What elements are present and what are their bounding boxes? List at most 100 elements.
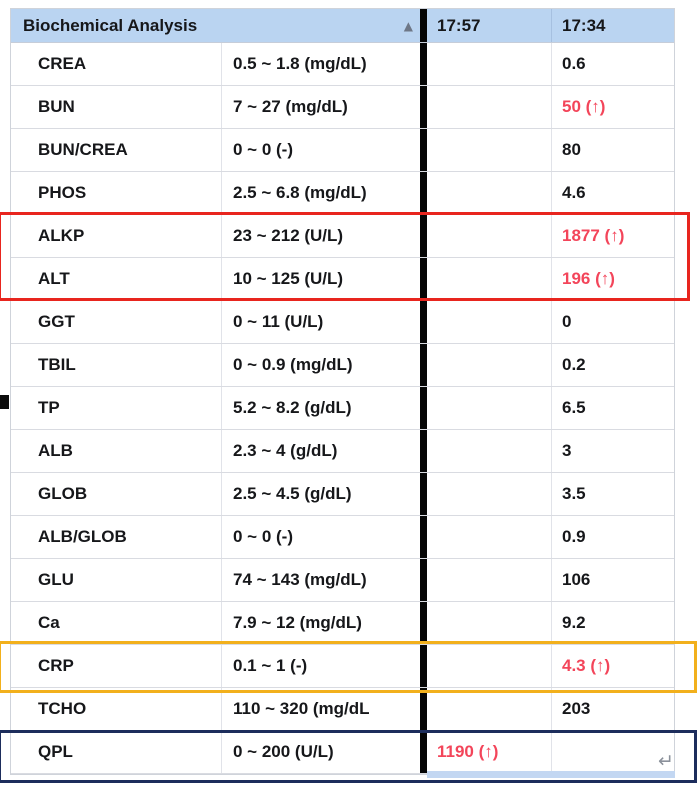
value-cell-1734: 4.6 [562,183,586,202]
test-name-cell: CRP [11,645,222,687]
table-row[interactable]: CRP 0.1 ~ 1 (-) 4.3 (↑) [11,645,674,688]
column-divider-segment [420,86,427,128]
reference-range-cell: 2.5 ~ 4.5 (g/dL) [233,484,352,503]
table-row[interactable]: ALB 2.3 ~ 4 (g/dL) 3 [11,430,674,473]
value-cell-1757 [427,559,552,601]
test-name-cell: TBIL [11,344,222,386]
value-cell-1734: 1877 (↑) [562,226,625,245]
test-name-cell: GLOB [11,473,222,515]
value-cell-1757 [427,645,552,687]
test-name-cell: TCHO [11,688,222,730]
column-divider-segment [420,301,427,343]
value-cell-1757 [427,473,552,515]
value-cell-1757 [427,172,552,214]
reference-range-cell: 0 ~ 0 (-) [233,140,293,159]
table-row[interactable]: GLOB 2.5 ~ 4.5 (g/dL) 3.5 [11,473,674,516]
column-header-time-1734[interactable]: 17:34 [562,15,606,35]
table-title: Biochemical Analysis [23,15,198,35]
table-row[interactable]: ALKP 23 ~ 212 (U/L) 1877 (↑) [11,215,674,258]
test-name-cell: ALB/GLOB [11,516,222,558]
value-cell-1734: 0 [562,312,572,331]
table-row[interactable]: QPL 0 ~ 200 (U/L) 1190 (↑) [11,731,674,774]
reference-range-cell: 0.1 ~ 1 (-) [233,656,308,675]
value-cell-1757 [427,301,552,343]
value-cell-1757 [427,344,552,386]
test-name-cell: GLU [11,559,222,601]
table-row[interactable]: TP 5.2 ~ 8.2 (g/dL) 6.5 [11,387,674,430]
column-divider-segment [420,645,427,687]
column-divider-segment [420,559,427,601]
reference-range-cell: 5.2 ~ 8.2 (g/dL) [233,398,352,417]
reference-range-cell: 0.5 ~ 1.8 (mg/dL) [233,54,367,73]
test-name-cell: ALT [11,258,222,300]
value-cell-1734: 4.3 (↑) [562,656,611,675]
value-cell-1757 [427,258,552,300]
reference-range-cell: 23 ~ 212 (U/L) [233,226,344,245]
column-header-biochemical-analysis[interactable]: Biochemical Analysis ▲ [11,9,420,42]
value-cell-1734: 3.5 [562,484,586,503]
reference-range-cell: 0 ~ 11 (U/L) [233,312,324,331]
value-cell-1734: 203 [562,699,591,718]
table-body: CREA 0.5 ~ 1.8 (mg/dL) 0.6 BUN 7 ~ 27 (mg/dL… [11,43,674,774]
test-name-cell: ALB [11,430,222,472]
value-cell-1757 [427,86,552,128]
table-row[interactable]: BUN 7 ~ 27 (mg/dL) 50 (↑) [11,86,674,129]
sort-ascending-icon[interactable]: ▲ [403,18,413,33]
test-name-cell: QPL [11,731,222,773]
test-name-cell: Ca [11,602,222,644]
reference-range-cell: 0 ~ 0.9 (mg/dL) [233,355,353,374]
column-divider-segment [420,430,427,472]
value-cell-1757 [427,516,552,558]
table-row[interactable]: Ca 7.9 ~ 12 (mg/dL) 9.2 [11,602,674,645]
return-icon: ↵ [658,750,674,772]
column-divider-segment [420,215,427,257]
value-cell-1734: 3 [562,441,572,460]
black-edge-marker [0,395,9,409]
reference-range-cell: 7 ~ 27 (mg/dL) [233,97,348,116]
column-divider-segment [420,344,427,386]
value-cell-1757 [427,688,552,730]
column-header-time-1757[interactable]: 17:57 [427,9,552,42]
column-divider-segment [420,43,427,85]
column-divider-segment [420,602,427,644]
table-row[interactable]: TBIL 0 ~ 0.9 (mg/dL) 0.2 [11,344,674,387]
reference-range-cell: 2.5 ~ 6.8 (mg/dL) [233,183,367,202]
test-name-cell: PHOS [11,172,222,214]
value-cell-1734: 50 (↑) [562,97,606,116]
biochemical-analysis-table: Biochemical Analysis ▲ 17:57 17:34 CREA 0… [10,8,675,775]
value-cell-1757 [427,129,552,171]
table-row[interactable]: GLU 74 ~ 143 (mg/dL) 106 [11,559,674,602]
test-name-cell: BUN/CREA [11,129,222,171]
highlight-box-navy [0,730,697,783]
table-row[interactable]: PHOS 2.5 ~ 6.8 (mg/dL) 4.6 [11,172,674,215]
value-cell-1757 [427,430,552,472]
test-name-cell: ALKP [11,215,222,257]
test-name-cell: TP [11,387,222,429]
highlight-box-yellow [0,641,697,693]
table-row[interactable]: BUN/CREA 0 ~ 0 (-) 80 [11,129,674,172]
column-divider-segment [420,688,427,730]
column-divider-segment [420,258,427,300]
reference-range-cell: 74 ~ 143 (mg/dL) [233,570,367,589]
reference-range-cell: 10 ~ 125 (U/L) [233,269,344,288]
table-row[interactable]: CREA 0.5 ~ 1.8 (mg/dL) 0.6 [11,43,674,86]
reference-range-cell: 0 ~ 0 (-) [233,527,293,546]
column-divider-segment [420,731,427,773]
column-divider-segment [420,516,427,558]
value-cell-1734: 106 [562,570,591,589]
horizontal-scrollbar[interactable] [427,771,675,778]
test-name-cell: BUN [11,86,222,128]
column-divider-segment [420,172,427,214]
value-cell-1734: 80 [562,140,581,159]
value-cell-1734: 6.5 [562,398,586,417]
table-row[interactable]: ALB/GLOB 0 ~ 0 (-) 0.9 [11,516,674,559]
column-divider-segment [420,473,427,515]
value-cell-1734: 196 (↑) [562,269,615,288]
reference-range-cell: 2.3 ~ 4 (g/dL) [233,441,338,460]
table-row[interactable]: GGT 0 ~ 11 (U/L) 0 [11,301,674,344]
value-cell-1757 [427,215,552,257]
highlight-box-red [0,212,690,301]
column-divider-segment [420,129,427,171]
value-cell-1757 [427,602,552,644]
table-row[interactable]: TCHO 110 ~ 320 (mg/dL 203 [11,688,674,731]
